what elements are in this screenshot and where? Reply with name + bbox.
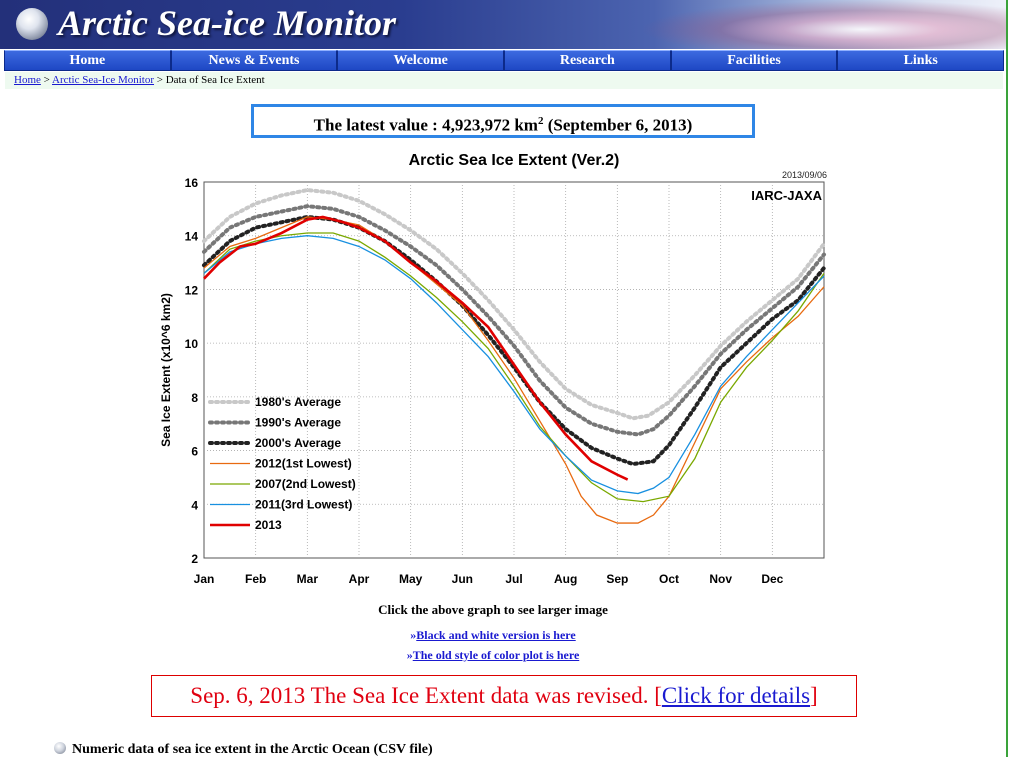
breadcrumb-separator: > <box>40 74 52 86</box>
breadcrumb-separator: > <box>154 74 166 86</box>
site-title: Arctic Sea-ice Monitor <box>58 3 396 43</box>
bullet-icon <box>54 742 66 754</box>
series-line-6 <box>203 215 629 481</box>
latest-value-unit-sup: 2 <box>537 115 544 127</box>
revision-text: Sep. 6, 2013 The Sea Ice Extent data was… <box>190 683 662 708</box>
legend-label: 2013 <box>255 518 282 532</box>
x-tick-label: Feb <box>245 572 266 586</box>
nav-links[interactable]: Links <box>837 50 1005 71</box>
y-tick-label: 2 <box>191 552 198 566</box>
numeric-data-item: Numeric data of sea ice extent in the Ar… <box>54 742 433 758</box>
breadcrumb: Home > Arctic Sea-Ice Monitor > Data of … <box>5 72 1003 89</box>
latest-value-text: The latest value : 4,923,972 km <box>313 115 538 135</box>
x-tick-label: Dec <box>761 572 783 586</box>
latest-value-box: The latest value : 4,923,972 km2 (Septem… <box>251 104 755 138</box>
old-style-row: »The old style of color plot is here <box>0 648 986 663</box>
y-tick-label: 4 <box>191 498 198 512</box>
x-tick-label: Mar <box>297 572 319 586</box>
y-tick-label: 6 <box>191 445 198 459</box>
breadcrumb-monitor-link[interactable]: Arctic Sea-Ice Monitor <box>52 74 155 86</box>
x-tick-label: Sep <box>606 572 628 586</box>
bw-version-row: »Black and white version is here <box>0 628 986 643</box>
series-line-4 <box>203 232 825 503</box>
legend-label: 1980's Average <box>255 395 341 409</box>
arrow-glyph: » <box>406 648 413 662</box>
chart-date-stamp: 2013/09/06 <box>782 170 827 180</box>
old-style-link[interactable]: The old style of color plot is here <box>412 648 580 662</box>
y-tick-label: 12 <box>185 283 199 297</box>
y-axis-label: Sea Ice Extent (x10^6 km2) <box>159 293 173 447</box>
legend-label: 2012(1st Lowest) <box>255 457 352 471</box>
main-nav: Home News & Events Welcome Research Faci… <box>4 50 1005 71</box>
legend-label: 2000's Average <box>255 436 341 450</box>
y-tick-label: 10 <box>185 337 199 351</box>
latest-value-date: (September 6, 2013) <box>543 115 693 135</box>
nav-facilities[interactable]: Facilities <box>670 50 838 71</box>
sea-ice-map-image <box>640 0 1006 49</box>
x-tick-label: Jan <box>194 572 215 586</box>
click-graph-caption: Click the above graph to see larger imag… <box>378 602 608 617</box>
chart-credit: IARC-JAXA <box>751 188 822 203</box>
revision-close-bracket: ] <box>810 683 818 708</box>
x-tick-label: Nov <box>709 572 732 586</box>
nav-research[interactable]: Research <box>504 50 671 71</box>
revision-details-link[interactable]: Click for details <box>661 683 811 708</box>
bw-version-link[interactable]: Black and white version is here <box>416 628 576 642</box>
y-tick-label: 16 <box>185 176 199 190</box>
arrow-glyph: » <box>410 628 417 642</box>
sea-ice-extent-chart[interactable]: 2 4 6 8 10 12 14 16 Jan Feb Mar Apr May Jun Jul Aug Sep O… <box>150 168 840 593</box>
legend-label: 1990's Average <box>255 416 341 430</box>
y-tick-label: 14 <box>185 230 199 244</box>
x-tick-label: Jun <box>452 572 473 586</box>
legend-label: 2011(3rd Lowest) <box>255 498 352 512</box>
right-border-rule <box>1006 0 1008 757</box>
nav-welcome[interactable]: Welcome <box>337 50 505 71</box>
series-line-0 <box>202 188 826 421</box>
series-line-1 <box>202 204 826 437</box>
x-tick-label: Oct <box>659 572 679 586</box>
legend-label: 2007(2nd Lowest) <box>255 477 356 491</box>
x-tick-label: Jul <box>505 572 522 586</box>
nav-news-events[interactable]: News & Events <box>170 50 338 71</box>
chart-title: Arctic Sea Ice Extent (Ver.2) <box>408 152 620 169</box>
site-banner: Arctic Sea-ice Monitor <box>0 0 1006 49</box>
numeric-data-label: Numeric data of sea ice extent in the Ar… <box>72 742 433 757</box>
revision-notice: Sep. 6, 2013 The Sea Ice Extent data was… <box>151 675 857 717</box>
x-tick-label: Aug <box>554 572 577 586</box>
y-tick-label: 8 <box>191 391 198 405</box>
nav-home[interactable]: Home <box>4 50 171 71</box>
series-line-5 <box>203 235 825 495</box>
breadcrumb-home-link[interactable]: Home <box>14 74 41 86</box>
x-tick-label: May <box>399 572 423 586</box>
x-tick-label: Apr <box>349 572 370 586</box>
globe-logo-icon <box>16 8 48 40</box>
breadcrumb-current: Data of Sea Ice Extent <box>165 74 265 86</box>
